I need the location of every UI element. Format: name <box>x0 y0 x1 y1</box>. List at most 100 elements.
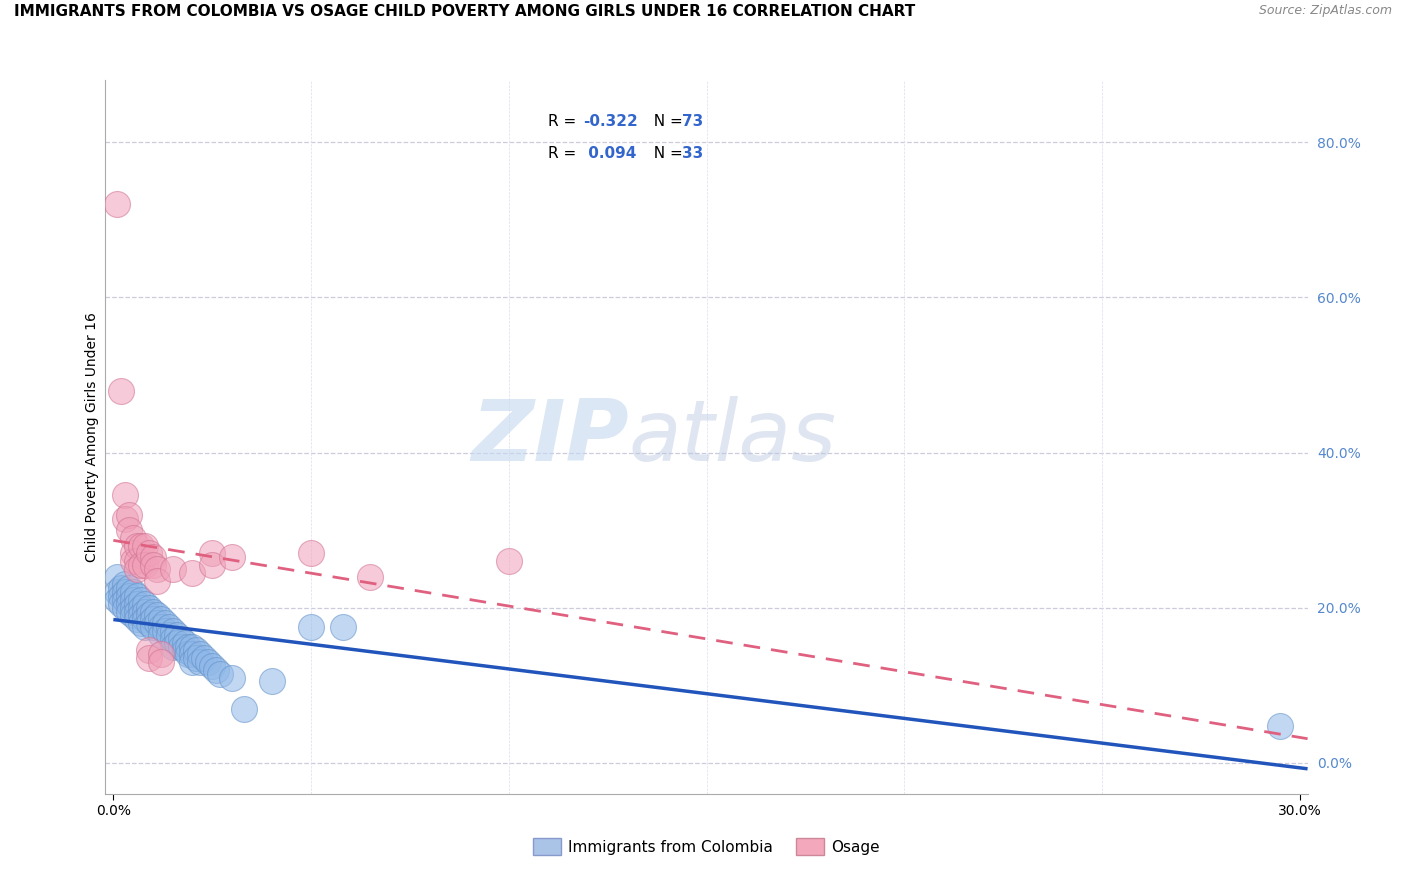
Point <box>142 620 165 634</box>
Point <box>186 651 208 665</box>
Point <box>149 612 172 626</box>
Point <box>209 666 232 681</box>
Point <box>129 616 152 631</box>
Point <box>181 640 204 654</box>
Point <box>157 628 180 642</box>
Point <box>153 616 176 631</box>
Point <box>127 597 149 611</box>
Point <box>169 632 191 646</box>
Point <box>221 671 243 685</box>
Point <box>181 566 204 580</box>
Point <box>110 597 132 611</box>
Point <box>118 523 141 537</box>
Text: ZIP: ZIP <box>471 395 628 479</box>
Point <box>177 640 200 654</box>
Point <box>299 546 322 560</box>
Point <box>149 647 172 661</box>
Point <box>162 562 184 576</box>
Point <box>201 558 224 572</box>
Point <box>134 612 156 626</box>
Point <box>146 608 169 623</box>
Point <box>177 647 200 661</box>
Point <box>134 558 156 572</box>
Point <box>157 620 180 634</box>
Point <box>138 546 160 560</box>
Point <box>122 608 145 623</box>
Point <box>122 554 145 568</box>
Point <box>142 558 165 572</box>
Point <box>149 628 172 642</box>
Text: 73: 73 <box>682 114 704 129</box>
Point <box>127 554 149 568</box>
Y-axis label: Child Poverty Among Girls Under 16: Child Poverty Among Girls Under 16 <box>84 312 98 562</box>
Text: 0.094: 0.094 <box>582 146 636 161</box>
Point <box>142 605 165 619</box>
Point <box>118 582 141 596</box>
Point <box>201 546 224 560</box>
Point <box>162 624 184 638</box>
Point <box>149 620 172 634</box>
Point <box>138 643 160 657</box>
Point <box>188 647 212 661</box>
Point <box>197 655 219 669</box>
Point <box>127 612 149 626</box>
Point <box>359 570 381 584</box>
Point <box>166 628 188 642</box>
Point <box>169 640 191 654</box>
Point <box>134 605 156 619</box>
Point <box>122 593 145 607</box>
Point <box>114 585 136 599</box>
Point <box>260 674 283 689</box>
Point <box>138 651 160 665</box>
Point <box>173 635 195 649</box>
Point <box>138 608 160 623</box>
Point <box>118 605 141 619</box>
Text: -0.322: -0.322 <box>582 114 637 129</box>
Point <box>134 597 156 611</box>
Point <box>142 612 165 626</box>
Point <box>166 635 188 649</box>
Point <box>129 608 152 623</box>
Point <box>149 655 172 669</box>
Point <box>122 585 145 599</box>
Point <box>105 585 128 599</box>
Point <box>146 562 169 576</box>
Point <box>188 655 212 669</box>
Point <box>186 643 208 657</box>
Point <box>129 558 152 572</box>
Point <box>114 593 136 607</box>
Point <box>118 589 141 603</box>
Point <box>232 701 254 715</box>
Point <box>1268 718 1291 732</box>
Point <box>138 616 160 631</box>
Point <box>118 508 141 522</box>
Point <box>114 600 136 615</box>
Point <box>127 539 149 553</box>
Text: Source: ZipAtlas.com: Source: ZipAtlas.com <box>1258 4 1392 18</box>
Point <box>153 624 176 638</box>
Text: N =: N = <box>644 114 688 129</box>
Point <box>138 600 160 615</box>
Point <box>127 605 149 619</box>
Text: 33: 33 <box>682 146 704 161</box>
Point <box>193 651 215 665</box>
Point <box>122 600 145 615</box>
Point <box>105 593 128 607</box>
Point <box>162 640 184 654</box>
Point <box>127 562 149 576</box>
Text: IMMIGRANTS FROM COLOMBIA VS OSAGE CHILD POVERTY AMONG GIRLS UNDER 16 CORRELATION: IMMIGRANTS FROM COLOMBIA VS OSAGE CHILD … <box>14 4 915 20</box>
Point <box>118 597 141 611</box>
Point <box>110 384 132 398</box>
Point <box>332 620 354 634</box>
Point <box>105 197 128 211</box>
Point <box>127 589 149 603</box>
Point <box>162 632 184 646</box>
Point <box>181 655 204 669</box>
Point <box>122 531 145 545</box>
Point <box>134 539 156 553</box>
Point <box>114 488 136 502</box>
Point <box>205 663 228 677</box>
Point <box>105 570 128 584</box>
Point <box>129 600 152 615</box>
Point <box>129 593 152 607</box>
